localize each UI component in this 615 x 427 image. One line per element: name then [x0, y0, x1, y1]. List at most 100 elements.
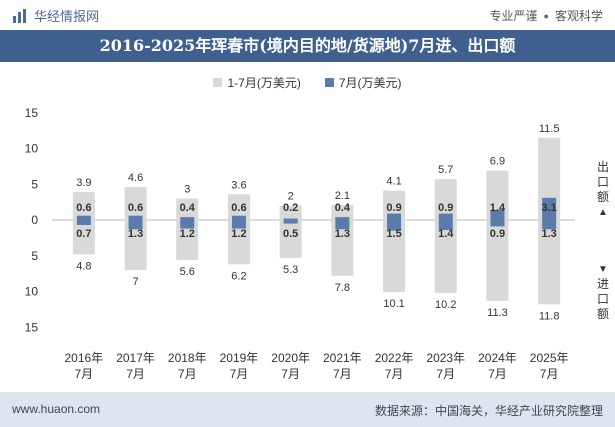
footer-source: 数据来源：中国海关，华经产业研究院整理 [374, 404, 603, 418]
data-label-series1-export: 2 [288, 191, 294, 203]
x-tick-label-month: 7月 [230, 367, 249, 381]
data-label-series1-import: 11.3 [487, 307, 508, 319]
data-label-series2-import: 1.3 [542, 228, 557, 240]
x-tick-label: 2019年 [220, 351, 259, 365]
bar-series2-export [387, 213, 402, 220]
legend-swatch-series2 [324, 78, 334, 87]
footer-url[interactable]: www.huaon.com [12, 402, 101, 416]
bar-series1-export [331, 204, 354, 220]
bar-series1-export [486, 170, 509, 220]
data-label-series1-export: 3.6 [231, 179, 246, 191]
bar-series2-import [231, 220, 246, 229]
x-tick-label: 2023年 [426, 351, 465, 365]
tag-professional: 专业严谨 [489, 9, 538, 23]
data-label-series1-import: 4.8 [76, 260, 91, 272]
import-label-text: 进口额 [596, 277, 609, 321]
bar-series1-import [124, 220, 147, 271]
data-label-series1-import: 5.3 [283, 264, 298, 276]
x-tick-label: 2025年 [530, 351, 569, 365]
bar-series2-import [542, 220, 557, 230]
y-tick-label: 15 [25, 106, 39, 120]
data-label-series2-export: 0.4 [180, 202, 196, 214]
data-label-series1-import: 11.8 [539, 310, 560, 322]
data-label-series1-export: 4.1 [386, 176, 401, 188]
x-tick-label-month: 7月 [75, 367, 94, 381]
bar-series1-import [279, 220, 302, 258]
export-side-label: 出口额 ▲ [595, 160, 611, 220]
legend-swatch-series1 [213, 78, 223, 87]
bar-series1-import [331, 220, 354, 276]
bar-series1-import [434, 220, 457, 293]
x-tick-label-month: 7月 [540, 367, 559, 381]
legend: 1-7月(万美元) 7月(万美元) [0, 74, 615, 91]
bar-series2-import [335, 220, 350, 230]
data-label-series2-import: 1.3 [128, 228, 143, 240]
header-tags: 专业严谨 ● 客观科学 [490, 7, 603, 24]
x-tick-label: 2024年 [478, 351, 517, 365]
bar-series2-import [387, 220, 402, 231]
bar-series2-import [180, 220, 195, 229]
legend-item-series1: 1-7月(万美元) [213, 74, 301, 91]
x-tick-label: 2022年 [375, 351, 414, 365]
x-tick-label-month: 7月 [333, 367, 352, 381]
y-tick-label: 0 [31, 213, 38, 227]
dot-icon: ● [543, 10, 549, 21]
bar-series1-import [538, 220, 561, 305]
data-label-series2-export: 3.1 [542, 202, 557, 214]
data-label-series2-import: 0.9 [490, 228, 505, 240]
chart-title: 2016-2025年珲春市(境内目的地/货源地)7月进、出口额 [0, 30, 615, 62]
bar-series1-import [72, 220, 95, 255]
data-label-series2-export: 0.9 [386, 202, 401, 214]
bar-series2-import [490, 220, 505, 227]
bar-series2-export [335, 217, 350, 220]
data-label-series1-export: 3 [184, 184, 190, 196]
top-bar: 华经情报网 专业严谨 ● 客观科学 [0, 0, 615, 30]
arrow-down-icon: ▼ [598, 264, 608, 275]
legend-label-series2: 7月(万美元) [338, 76, 402, 90]
bar-series2-export [438, 213, 453, 220]
data-label-series1-export: 4.6 [128, 172, 143, 184]
data-label-series2-export: 0.9 [438, 202, 453, 214]
data-label-series1-import: 10.1 [383, 298, 404, 310]
x-tick-label: 2018年 [168, 351, 207, 365]
bar-series1-import [227, 220, 250, 265]
y-tick-label: 10 [25, 285, 39, 299]
data-label-series2-import: 1.2 [231, 228, 246, 240]
y-tick-label: 10 [25, 142, 39, 156]
bar-series1-import [383, 220, 406, 293]
bar-series1-export [124, 187, 147, 220]
data-label-series1-import: 7 [132, 276, 138, 288]
bar-series1-export [279, 205, 302, 220]
export-label-text: 出口额 [596, 160, 609, 204]
x-tick-label-month: 7月 [281, 367, 300, 381]
bar-series1-export [434, 179, 457, 220]
data-label-series1-export: 11.5 [539, 123, 560, 135]
data-label-series2-export: 0.6 [128, 202, 143, 214]
bar-series1-import [486, 220, 509, 301]
data-label-series2-export: 1.4 [490, 202, 506, 214]
data-label-series1-import: 5.6 [180, 266, 195, 278]
data-label-series2-import: 1.5 [386, 228, 401, 240]
y-tick-label: 5 [31, 177, 38, 191]
y-tick-label: 5 [31, 249, 38, 263]
data-label-series1-export: 5.7 [438, 164, 453, 176]
x-tick-label: 2020年 [271, 351, 310, 365]
bar-series2-export [542, 197, 557, 220]
bar-series2-import [128, 220, 143, 230]
import-side-label: ▼ 进口额 [595, 262, 611, 322]
bar-series2-export [180, 217, 195, 220]
x-tick-label-month: 7月 [436, 367, 455, 381]
bar-series1-export [227, 194, 250, 220]
data-label-series1-export: 6.9 [490, 156, 505, 168]
x-tick-label-month: 7月 [385, 367, 404, 381]
x-tick-label: 2021年 [323, 351, 362, 365]
brand[interactable]: 华经情报网 [12, 6, 99, 25]
data-label-series2-import: 0.5 [283, 228, 298, 240]
data-label-series1-import: 6.2 [231, 270, 246, 282]
bar-series1-export [176, 198, 199, 220]
legend-item-series2: 7月(万美元) [324, 74, 402, 91]
x-tick-label-month: 7月 [488, 367, 507, 381]
bar-series2-export [231, 215, 246, 220]
bar-series2-export [128, 215, 143, 220]
tag-objective: 客观科学 [554, 9, 603, 23]
